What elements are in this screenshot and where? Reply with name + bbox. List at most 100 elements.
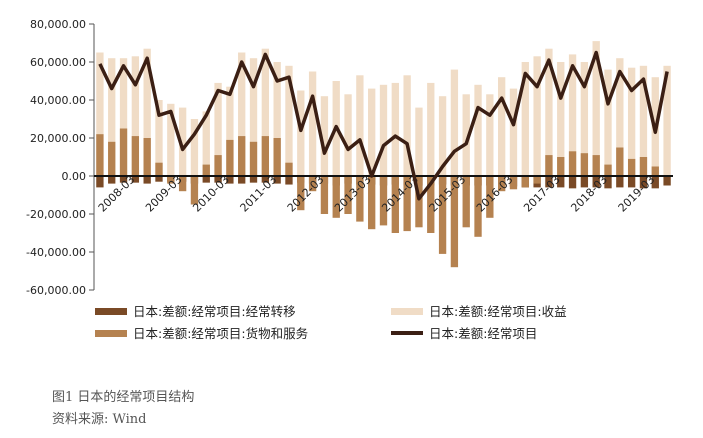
series-current-account-line — [98, 50, 669, 201]
bar-goods-services — [356, 176, 364, 222]
bar-goods-services — [403, 176, 411, 232]
bar-income — [226, 86, 234, 176]
bar-income — [285, 65, 293, 176]
bar-goods-services — [96, 134, 104, 176]
bar-transfer — [592, 176, 600, 188]
bar-transfer — [238, 176, 246, 184]
bar-income — [344, 94, 352, 176]
bar-goods-services — [639, 157, 648, 176]
legend-item-transfer: 日本:差额:经常项目:经常转移 — [95, 304, 296, 319]
y-tick-label: -40,000.00 — [26, 246, 86, 259]
bar-transfer — [202, 176, 210, 183]
bar-goods-services — [604, 164, 612, 176]
bar-transfer — [651, 176, 659, 189]
bar-transfer — [96, 176, 104, 188]
bar-transfer — [639, 176, 648, 189]
bar-goods-services — [167, 176, 175, 184]
bar-income — [214, 82, 222, 176]
y-tick-label: 80,000.00 — [30, 18, 86, 31]
bar-income — [143, 48, 151, 177]
bar-income — [627, 67, 636, 176]
chart-svg: 80,000.00 60,000.00 40,000.00 20,000.00 0.00… — [26, 18, 673, 341]
legend-swatch-goods-services — [95, 330, 127, 337]
bar-goods-services — [568, 151, 577, 176]
bar-income — [474, 84, 482, 176]
bar-goods-services — [249, 141, 258, 176]
bar-income — [273, 62, 281, 176]
legend-item-goods-services: 日本:差额:经常项目:货物和服务 — [95, 326, 308, 341]
bar-income — [498, 77, 506, 176]
figure-caption: 图1 日本的经常项目结构 — [52, 390, 195, 405]
bar-transfer — [616, 176, 624, 188]
bar-transfer — [155, 176, 163, 182]
bar-goods-services — [297, 176, 305, 211]
bar-goods-services — [415, 176, 423, 228]
bar-goods-services — [438, 176, 447, 254]
bar-income — [131, 56, 140, 176]
bar-transfer — [131, 176, 140, 183]
bar-income — [119, 58, 128, 177]
bar-income — [533, 56, 541, 176]
bar-goods-services — [131, 136, 140, 176]
bar-income — [486, 94, 494, 176]
bar-income — [96, 52, 104, 176]
bar-goods-services — [368, 176, 376, 230]
legend: 日本:差额:经常项目:经常转移 日本:差额:经常项目:收益 日本:差额:经常项目… — [95, 304, 567, 341]
y-tick-label: -60,000.00 — [26, 284, 86, 297]
legend-swatch-transfer — [95, 308, 127, 315]
bar-goods-services — [521, 176, 529, 188]
bar-income — [379, 84, 388, 176]
bar-goods-services — [143, 138, 151, 176]
bar-transfer — [261, 176, 269, 183]
bar-goods-services — [226, 139, 234, 176]
bar-income — [403, 75, 411, 176]
bar-goods-services — [379, 176, 388, 226]
bar-transfer — [627, 176, 636, 188]
bar-transfer — [545, 176, 553, 188]
bar-goods-services — [119, 128, 128, 176]
legend-label-current-account: 日本:差额:经常项目 — [429, 326, 537, 341]
bar-transfer — [568, 176, 577, 189]
bar-goods-services — [273, 138, 281, 176]
bar-goods-services — [155, 162, 163, 176]
bar-goods-services — [486, 176, 494, 218]
bar-income — [155, 100, 163, 176]
bar-transfer — [580, 176, 589, 188]
bar-goods-services — [108, 141, 116, 176]
bar-goods-services — [592, 155, 600, 176]
series-goods-services-bars — [96, 128, 659, 268]
bar-income — [580, 62, 589, 176]
bar-goods-services — [616, 147, 624, 176]
bar-goods-services — [545, 155, 553, 176]
legend-swatch-income — [391, 308, 423, 315]
bar-income — [249, 58, 258, 177]
bar-transfer — [143, 176, 151, 184]
bar-goods-services — [214, 155, 222, 176]
bar-transfer — [226, 176, 234, 184]
bar-goods-services — [557, 157, 565, 176]
y-tick-label: 0.00 — [62, 170, 87, 183]
bar-goods-services — [498, 176, 506, 192]
bar-income — [368, 88, 376, 176]
bar-transfer — [663, 176, 671, 186]
bar-income — [415, 107, 423, 176]
bar-goods-services — [391, 176, 399, 233]
bar-income — [521, 62, 529, 176]
bar-income — [297, 90, 305, 176]
bar-goods-services — [308, 176, 317, 192]
bar-goods-services — [580, 153, 589, 176]
bar-income — [391, 82, 399, 176]
bar-goods-services — [509, 176, 518, 190]
bar-income — [261, 48, 269, 177]
bar-goods-services — [320, 176, 329, 214]
bar-transfer — [557, 176, 565, 188]
legend-swatch-current-account — [391, 331, 423, 335]
bar-income — [356, 75, 364, 176]
bar-transfer — [214, 176, 222, 183]
bar-income — [616, 58, 624, 177]
bar-goods-services — [474, 176, 482, 237]
bar-income — [202, 111, 210, 176]
y-tick-label: 60,000.00 — [30, 56, 86, 69]
legend-label-income: 日本:差额:经常项目:收益 — [429, 304, 567, 319]
bar-income — [509, 88, 518, 176]
